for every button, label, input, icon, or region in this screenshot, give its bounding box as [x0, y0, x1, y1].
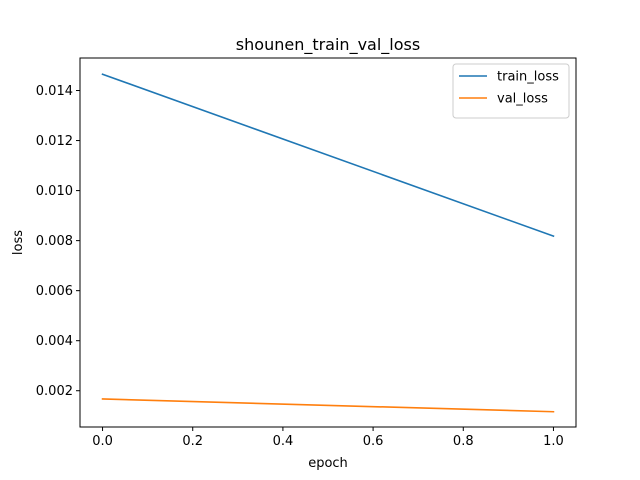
x-tick-label: 0.2 [182, 434, 203, 449]
x-tick-label: 0.4 [273, 434, 294, 449]
plot-frame [79, 57, 577, 428]
x-tick-label: 0.6 [363, 434, 384, 449]
series-line-train-loss [101, 73, 555, 238]
y-tick-label: 0.002 [36, 384, 73, 399]
y-tick-label: 0.010 [36, 184, 73, 199]
legend: train_loss val_loss [452, 63, 570, 119]
x-tick-label: 0.0 [92, 434, 113, 449]
plot-area [80, 58, 576, 427]
y-tick-label: 0.004 [36, 334, 73, 349]
legend-box [452, 63, 570, 119]
y-tick-label: 0.008 [36, 234, 73, 249]
series-line-val-loss [101, 398, 555, 413]
x-axis: 0.0 0.2 0.4 0.6 0.8 1.0 [92, 427, 564, 449]
y-axis: 0.002 0.004 0.006 0.008 0.010 0.012 0.014 [36, 84, 80, 399]
x-tick-label: 0.8 [453, 434, 474, 449]
x-tick-label: 1.0 [543, 434, 564, 449]
legend-label: train_loss [497, 70, 559, 85]
y-axis-label: loss [11, 230, 26, 255]
y-tick-label: 0.006 [36, 284, 73, 299]
y-tick-label: 0.014 [36, 84, 73, 99]
chart-title: shounen_train_val_loss [236, 35, 420, 55]
series-lines [101, 73, 555, 413]
x-axis-label: epoch [308, 456, 348, 471]
y-tick-label: 0.012 [36, 134, 73, 149]
legend-label: val_loss [497, 92, 548, 107]
